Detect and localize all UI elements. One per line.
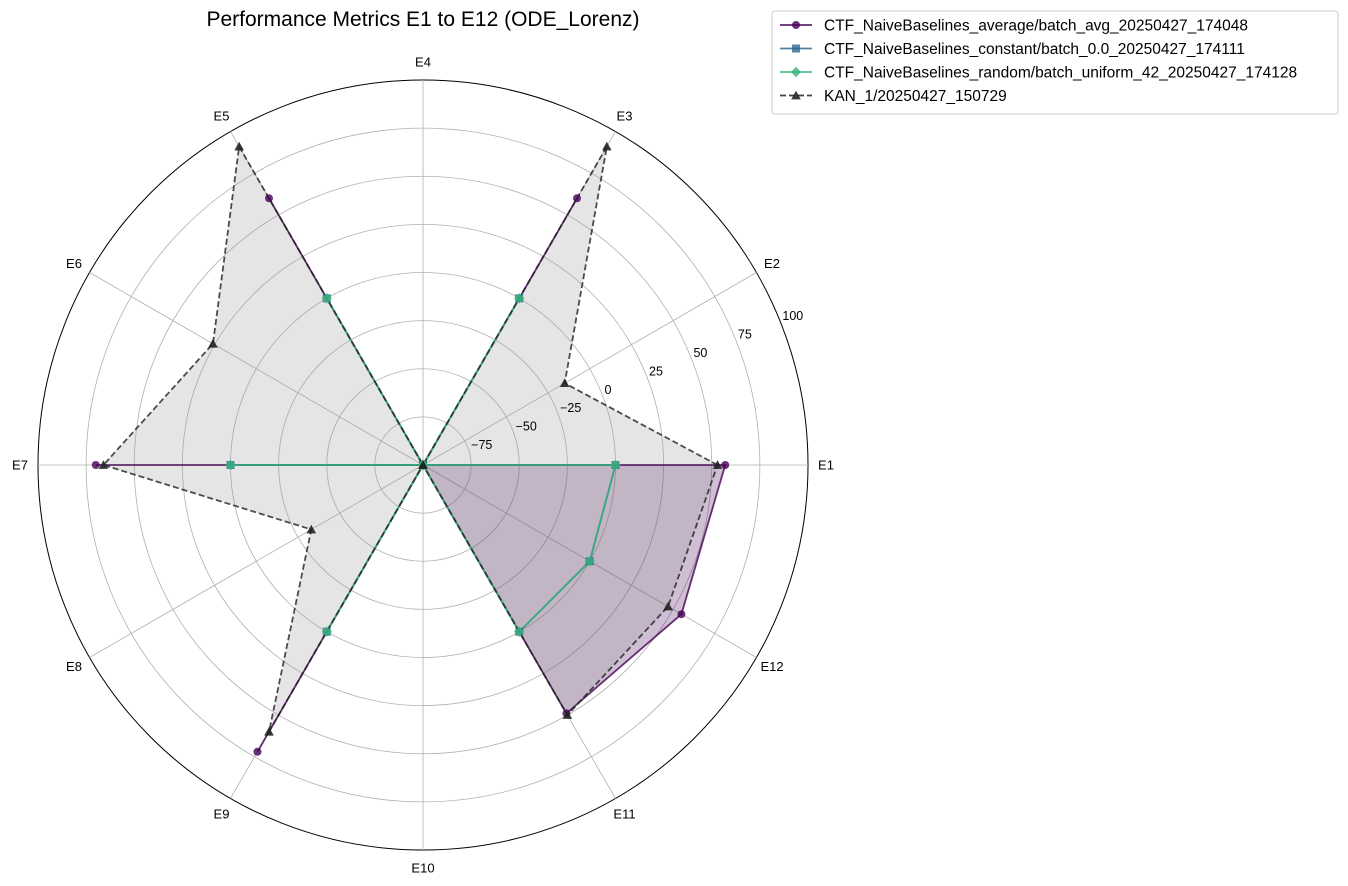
r-tick-label: 100 bbox=[782, 309, 803, 323]
data-point-s3-E6 bbox=[208, 338, 218, 348]
series-fills bbox=[95, 146, 726, 752]
data-point-s0-E12 bbox=[677, 610, 686, 619]
legend-marker bbox=[790, 66, 802, 78]
r-tick-label: −75 bbox=[471, 438, 492, 452]
r-tick-label: 50 bbox=[693, 346, 707, 360]
data-point-s2-E12 bbox=[584, 556, 595, 567]
data-point-s3-E11 bbox=[562, 710, 573, 719]
legend-entry: KAN_1/20250427_150729 bbox=[780, 88, 1007, 105]
legend: CTF_NaiveBaselines_average/batch_avg_202… bbox=[771, 10, 1339, 115]
grid-spoke bbox=[422, 272, 757, 466]
data-point-s0-E7 bbox=[91, 461, 100, 469]
axis-label-E3: E3 bbox=[617, 108, 633, 123]
r-tick-label: 25 bbox=[649, 364, 663, 378]
data-point-s3-E5 bbox=[234, 141, 244, 151]
data-point-s2-E9 bbox=[321, 626, 332, 637]
legend-label: CTF_NaiveBaselines_average/batch_avg_202… bbox=[824, 18, 1248, 35]
grid-spoke bbox=[89, 272, 424, 466]
grid-spoke bbox=[89, 464, 424, 658]
data-point-s3-E10 bbox=[418, 460, 428, 469]
data-point-s0-E1 bbox=[721, 461, 730, 469]
legend-marker bbox=[792, 44, 800, 53]
r-tick-label: 75 bbox=[738, 328, 752, 342]
legend-entry: CTF_NaiveBaselines_random/batch_uniform_… bbox=[780, 65, 1297, 82]
legend-marker bbox=[791, 90, 801, 100]
data-point-s2-E3 bbox=[514, 293, 525, 304]
data-point-s0-E5 bbox=[265, 194, 273, 203]
r-tick-label: 0 bbox=[605, 383, 612, 397]
data-point-s3-E3 bbox=[602, 141, 612, 151]
legend-entry: CTF_NaiveBaselines_constant/batch_0.0_20… bbox=[780, 41, 1245, 58]
data-point-s2-E5 bbox=[321, 293, 332, 304]
data-point-s3-E2 bbox=[559, 378, 570, 388]
series-fill-0 bbox=[95, 198, 726, 752]
data-point-s3-E7 bbox=[98, 460, 109, 469]
axis-label-E10: E10 bbox=[411, 861, 434, 876]
axis-label-E12: E12 bbox=[760, 659, 783, 674]
data-point-s2-E7 bbox=[225, 459, 236, 471]
axis-label-E8: E8 bbox=[66, 659, 82, 674]
data-point-s3-E8 bbox=[306, 524, 317, 534]
legend-label: CTF_NaiveBaselines_random/batch_uniform_… bbox=[824, 65, 1297, 82]
r-tick-label: −25 bbox=[560, 401, 581, 415]
legend-label: CTF_NaiveBaselines_constant/batch_0.0_20… bbox=[824, 41, 1245, 58]
axis-label-E4: E4 bbox=[415, 55, 431, 70]
axis-label-E11: E11 bbox=[613, 807, 635, 822]
axis-label-E9: E9 bbox=[214, 807, 230, 822]
axis-label-E6: E6 bbox=[66, 256, 82, 271]
axis-label-E5: E5 bbox=[214, 108, 230, 123]
legend-marker bbox=[792, 21, 800, 29]
series-fill-3 bbox=[103, 146, 718, 732]
legend-entry: CTF_NaiveBaselines_average/batch_avg_202… bbox=[780, 18, 1248, 35]
data-point-s2-E11 bbox=[514, 626, 525, 637]
series-markers bbox=[91, 141, 730, 756]
axis-label-E1: E1 bbox=[818, 458, 834, 473]
legend-label: KAN_1/20250427_150729 bbox=[824, 88, 1007, 105]
legend-box bbox=[771, 10, 1339, 115]
data-point-s3-E1 bbox=[712, 460, 723, 469]
data-point-s3-E9 bbox=[264, 726, 274, 736]
data-point-s0-E3 bbox=[573, 194, 581, 203]
data-point-s0-E9 bbox=[253, 747, 262, 756]
axis-label-E7: E7 bbox=[12, 458, 28, 473]
axis-labels: E1 E2 E3 E4 E5 E6 E7 E8 E9 E10 E11 E12 −75 −50 −25 0 25 5… bbox=[12, 55, 834, 876]
data-point-s3-E12 bbox=[663, 601, 673, 611]
data-point-s2-E1 bbox=[610, 459, 621, 471]
chart-title: Performance Metrics E1 to E12 (ODE_Loren… bbox=[206, 8, 639, 31]
r-tick-label: −50 bbox=[516, 420, 537, 434]
axis-label-E2: E2 bbox=[764, 256, 780, 271]
